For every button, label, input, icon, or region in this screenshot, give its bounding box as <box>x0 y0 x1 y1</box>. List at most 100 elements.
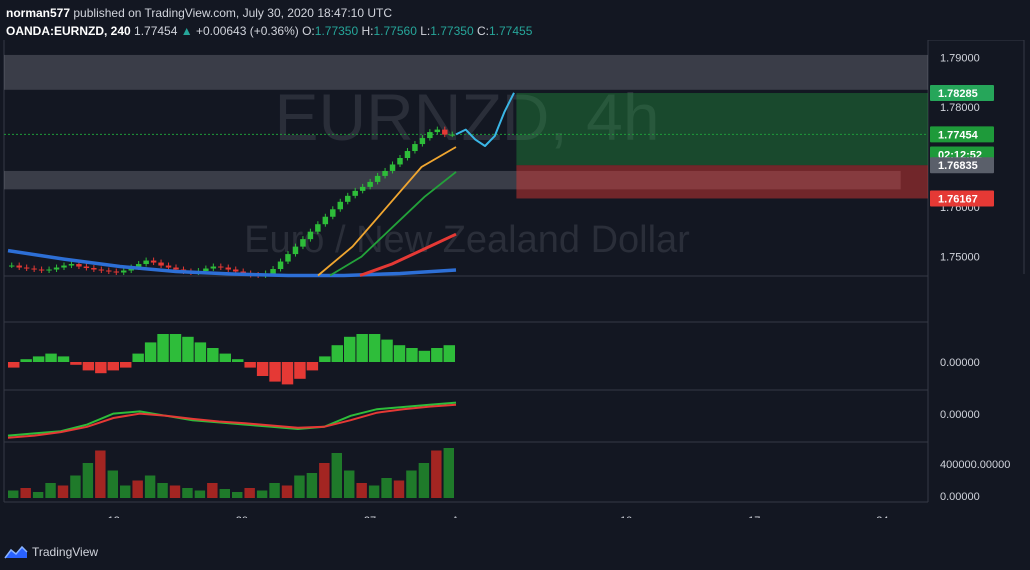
candle-body-26 <box>203 268 209 272</box>
candle-body-49 <box>374 175 381 182</box>
candle-body-38 <box>292 246 299 255</box>
candle-body-51 <box>389 164 396 171</box>
macd-bar-16 <box>207 348 219 362</box>
macd-bar-13 <box>169 334 182 362</box>
volume-bar-32 <box>406 470 417 498</box>
candle-body-58 <box>442 129 448 135</box>
candle-body-3 <box>31 268 37 270</box>
macd-bar-28 <box>356 334 368 362</box>
macd-bar-31 <box>393 345 406 362</box>
macd-bar-25 <box>319 356 331 362</box>
macd-bar-1 <box>20 359 32 362</box>
volume-bar-17 <box>219 489 230 498</box>
macd-axis-label: 0.00000 <box>940 357 980 369</box>
volume-bar-29 <box>368 485 380 498</box>
volume-bar-31 <box>393 480 405 498</box>
projection-path <box>455 92 515 147</box>
candle-body-22 <box>173 267 179 270</box>
volume-bar-8 <box>107 470 118 498</box>
volume-bar-4 <box>57 485 69 498</box>
volume-bar-11 <box>144 475 156 498</box>
macd-bar-35 <box>443 345 455 362</box>
candle-body-53 <box>404 151 411 158</box>
price-tag-box-0 <box>930 85 994 102</box>
candle-body-6 <box>53 267 60 270</box>
oscillator-red-line <box>7 403 457 439</box>
brand-name: TradingView <box>32 545 99 559</box>
volume-bar-22 <box>281 485 293 498</box>
macd-bar-2 <box>32 356 45 362</box>
price-tick-label: 1.79000 <box>940 52 980 64</box>
time-tick-label: Aug <box>452 515 472 518</box>
candle-body-13 <box>106 270 112 272</box>
author-name[interactable]: norman577 <box>6 6 71 20</box>
price-change: +0.00643 (+0.36%) <box>196 24 299 38</box>
ema-line-ema_orange <box>317 146 457 277</box>
volume-bar-33 <box>418 463 430 498</box>
volume-bar-26 <box>331 453 342 498</box>
candle-body-2 <box>23 267 30 269</box>
watermark-symbol: EURNZD, 4h <box>274 80 659 154</box>
symbol-info: OANDA:EURNZD, 240 1.77454 ▲ +0.00643 (+0… <box>6 22 532 40</box>
target-zone <box>516 93 928 166</box>
open-value: 1.77350 <box>314 24 359 38</box>
time-tick-label: 10 <box>620 515 632 518</box>
candle-body-21 <box>165 265 172 268</box>
volume-bar-28 <box>356 483 367 498</box>
candle-body-37 <box>285 254 291 262</box>
candle-body-5 <box>46 269 52 271</box>
time-tick-label: 27 <box>364 515 376 518</box>
price-tag-label: 1.76835 <box>938 160 978 172</box>
volume-bar-1 <box>20 488 31 498</box>
ema-line-ema_fast <box>329 171 457 277</box>
symbol-label[interactable]: OANDA:EURNZD, 240 <box>6 24 131 38</box>
volume-bar-0 <box>8 490 19 498</box>
resistance-zone <box>4 54 928 90</box>
volume-bar-23 <box>294 475 305 498</box>
candle-body-8 <box>68 264 75 266</box>
candle-body-18 <box>143 260 149 265</box>
macd-bar-19 <box>244 362 256 368</box>
candle-body-46 <box>352 190 358 196</box>
volume-bar-10 <box>132 480 143 498</box>
macd-bar-7 <box>95 362 107 374</box>
macd-bar-15 <box>194 342 207 362</box>
macd-bar-17 <box>219 353 231 362</box>
volume-bar-13 <box>169 485 181 498</box>
volume-bar-2 <box>32 492 44 498</box>
macd-bar-3 <box>45 353 57 362</box>
price-tag-label: 1.76167 <box>938 193 978 205</box>
candle-body-28 <box>218 266 224 268</box>
candle-body-4 <box>38 269 45 271</box>
macd-bar-34 <box>431 348 443 362</box>
price-tag-label: 1.77454 <box>938 129 979 141</box>
high-value: 1.77560 <box>373 24 417 38</box>
stop-zone <box>516 165 928 199</box>
change-arrow-icon: ▲ <box>180 24 193 38</box>
chart-header: norman577 published on TradingView.com, … <box>6 4 532 40</box>
candle-body-50 <box>382 170 388 176</box>
candle-body-55 <box>419 138 426 145</box>
candle-body-56 <box>427 132 433 139</box>
macd-bar-18 <box>232 359 244 362</box>
candle-body-40 <box>307 231 314 240</box>
price-tag-box-3 <box>930 157 994 174</box>
candle-body-35 <box>270 269 276 274</box>
price-chart[interactable]: EURNZD, 4h Euro / New Zealand Dollar 1.790… <box>0 40 1030 518</box>
candle-body-44 <box>337 201 343 210</box>
price-tick-label: 1.75000 <box>940 252 980 264</box>
macd-bar-26 <box>331 345 343 362</box>
volume-bar-24 <box>306 473 318 498</box>
support-zone <box>4 170 901 190</box>
macd-bar-21 <box>269 362 281 382</box>
macd-bar-8 <box>107 362 119 371</box>
close-value: 1.77455 <box>488 24 533 38</box>
candle-body-10 <box>83 266 90 269</box>
tradingview-branding[interactable]: TradingView <box>4 542 98 562</box>
candle-body-59 <box>449 134 455 136</box>
macd-bar-6 <box>82 362 95 371</box>
volume-bar-6 <box>82 463 94 498</box>
candle-body-31 <box>240 271 246 274</box>
candle-body-9 <box>76 264 82 267</box>
macd-bar-12 <box>157 334 169 362</box>
